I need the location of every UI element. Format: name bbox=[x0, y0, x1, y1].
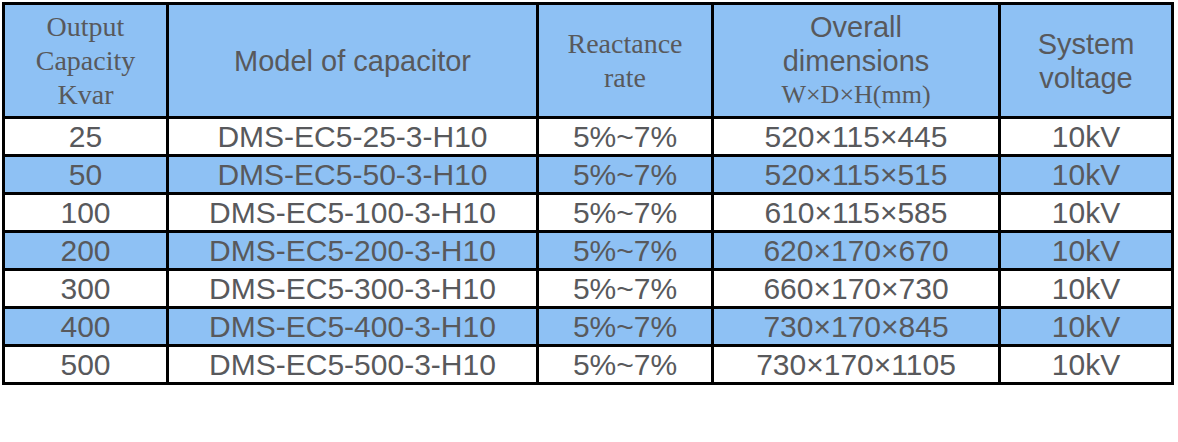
cell-dimensions: 730×170×845 bbox=[713, 308, 1000, 346]
header-line: dimensions bbox=[714, 44, 998, 78]
cell-capacity: 50 bbox=[4, 156, 168, 194]
cell-capacity: 300 bbox=[4, 270, 168, 308]
header-line: voltage bbox=[1001, 61, 1171, 95]
cell-reactance: 5%~7% bbox=[538, 156, 713, 194]
cell-voltage: 10kV bbox=[1000, 232, 1173, 270]
col-header-overall-dimensions: Overall dimensions W×D×H(mm) bbox=[713, 4, 1000, 118]
cell-model: DMS-EC5-300-3-H10 bbox=[168, 270, 538, 308]
table-row: 100 DMS-EC5-100-3-H10 5%~7% 610×115×585 … bbox=[4, 194, 1173, 232]
cell-model: DMS-EC5-500-3-H10 bbox=[168, 346, 538, 384]
cell-capacity: 100 bbox=[4, 194, 168, 232]
cell-reactance: 5%~7% bbox=[538, 270, 713, 308]
table-row: 400 DMS-EC5-400-3-H10 5%~7% 730×170×845 … bbox=[4, 308, 1173, 346]
cell-dimensions: 730×170×1105 bbox=[713, 346, 1000, 384]
header-line: System bbox=[1001, 27, 1171, 61]
header-line: rate bbox=[539, 61, 711, 95]
cell-capacity: 500 bbox=[4, 346, 168, 384]
cell-dimensions: 520×115×515 bbox=[713, 156, 1000, 194]
cell-voltage: 10kV bbox=[1000, 156, 1173, 194]
col-header-output-capacity: Output Capacity Kvar bbox=[4, 4, 168, 118]
cell-voltage: 10kV bbox=[1000, 346, 1173, 384]
cell-dimensions: 610×115×585 bbox=[713, 194, 1000, 232]
cell-capacity: 25 bbox=[4, 118, 168, 156]
cell-dimensions: 520×115×445 bbox=[713, 118, 1000, 156]
col-header-reactance-rate: Reactance rate bbox=[538, 4, 713, 118]
header-line: Output bbox=[5, 10, 166, 44]
cell-voltage: 10kV bbox=[1000, 118, 1173, 156]
cell-reactance: 5%~7% bbox=[538, 232, 713, 270]
capacitor-spec-table: Output Capacity Kvar Model of capacitor … bbox=[2, 2, 1174, 385]
header-line: Kvar bbox=[5, 78, 166, 112]
cell-reactance: 5%~7% bbox=[538, 118, 713, 156]
header-line: Capacity bbox=[5, 44, 166, 78]
cell-dimensions: 620×170×670 bbox=[713, 232, 1000, 270]
cell-reactance: 5%~7% bbox=[538, 308, 713, 346]
table-row: 500 DMS-EC5-500-3-H10 5%~7% 730×170×1105… bbox=[4, 346, 1173, 384]
cell-reactance: 5%~7% bbox=[538, 346, 713, 384]
header-line: Overall bbox=[714, 10, 998, 44]
cell-model: DMS-EC5-25-3-H10 bbox=[168, 118, 538, 156]
col-header-system-voltage: System voltage bbox=[1000, 4, 1173, 118]
cell-model: DMS-EC5-200-3-H10 bbox=[168, 232, 538, 270]
cell-model: DMS-EC5-50-3-H10 bbox=[168, 156, 538, 194]
cell-voltage: 10kV bbox=[1000, 308, 1173, 346]
cell-capacity: 200 bbox=[4, 232, 168, 270]
cell-reactance: 5%~7% bbox=[538, 194, 713, 232]
cell-model: DMS-EC5-400-3-H10 bbox=[168, 308, 538, 346]
table-row: 25 DMS-EC5-25-3-H10 5%~7% 520×115×445 10… bbox=[4, 118, 1173, 156]
header-row: Output Capacity Kvar Model of capacitor … bbox=[4, 4, 1173, 118]
table-row: 200 DMS-EC5-200-3-H10 5%~7% 620×170×670 … bbox=[4, 232, 1173, 270]
cell-dimensions: 660×170×730 bbox=[713, 270, 1000, 308]
cell-model: DMS-EC5-100-3-H10 bbox=[168, 194, 538, 232]
page: Output Capacity Kvar Model of capacitor … bbox=[0, 0, 1178, 385]
cell-voltage: 10kV bbox=[1000, 270, 1173, 308]
table-row: 300 DMS-EC5-300-3-H10 5%~7% 660×170×730 … bbox=[4, 270, 1173, 308]
cell-capacity: 400 bbox=[4, 308, 168, 346]
cell-voltage: 10kV bbox=[1000, 194, 1173, 232]
header-line: Model of capacitor bbox=[169, 44, 536, 78]
header-line: Reactance bbox=[539, 27, 711, 61]
table-row: 50 DMS-EC5-50-3-H10 5%~7% 520×115×515 10… bbox=[4, 156, 1173, 194]
col-header-model: Model of capacitor bbox=[168, 4, 538, 118]
header-unit-line: W×D×H(mm) bbox=[714, 78, 998, 112]
